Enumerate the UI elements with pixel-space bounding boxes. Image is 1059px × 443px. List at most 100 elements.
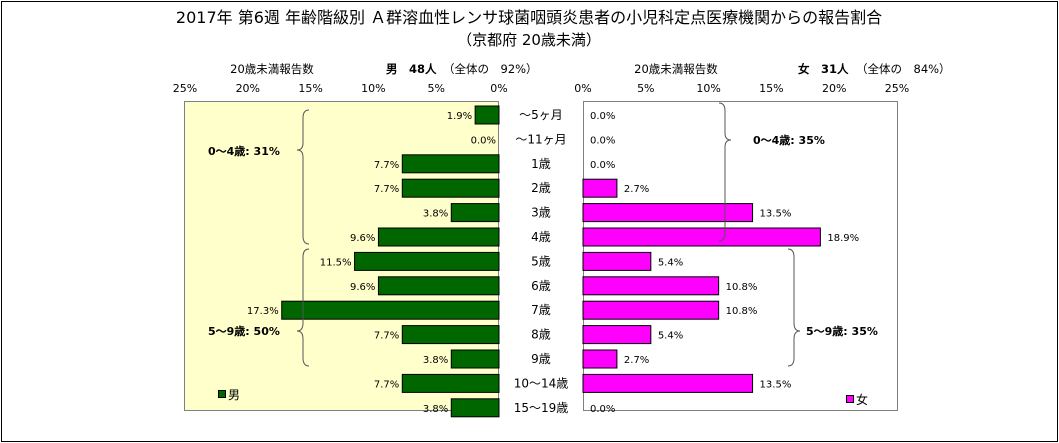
male-value-label: 3.8% bbox=[423, 209, 448, 220]
male-bar bbox=[401, 178, 500, 198]
female-tick-label: 0% bbox=[574, 82, 591, 95]
male-data-labels: 1.9% 0.0% 7.7% 7.7% 3.8% 9.6% 11.5% 9.6% 17.3% 7.… bbox=[247, 111, 496, 415]
male-header-label: 20歳未満報告数 bbox=[230, 62, 314, 76]
male-value-label: 9.6% bbox=[350, 282, 375, 293]
female-bar bbox=[582, 178, 618, 198]
male-bar bbox=[377, 227, 500, 247]
female-value-label: 0.0% bbox=[590, 135, 615, 146]
male-bar bbox=[450, 203, 500, 223]
male-tick-label: 10% bbox=[361, 82, 385, 95]
male-bar bbox=[354, 251, 500, 271]
female-bar bbox=[582, 251, 652, 271]
female-bar bbox=[582, 276, 720, 296]
male-bar bbox=[450, 398, 500, 418]
male-bar bbox=[450, 349, 500, 369]
category-label: 10～14歳 bbox=[514, 376, 569, 390]
category-label: 7歳 bbox=[531, 303, 551, 317]
male-brace-5-9 bbox=[296, 248, 310, 367]
male-legend-swatch bbox=[218, 390, 226, 398]
female-bar bbox=[582, 325, 652, 345]
male-value-label: 7.7% bbox=[374, 184, 399, 195]
female-tick-label: 10% bbox=[696, 82, 720, 95]
male-value-label: 7.7% bbox=[374, 160, 399, 171]
female-bar bbox=[582, 203, 754, 223]
female-value-label: 2.7% bbox=[624, 355, 649, 366]
female-tick-label: 25% bbox=[885, 82, 909, 95]
male-group-0-4: 0～4歳: 31% bbox=[208, 144, 280, 158]
category-label: 4歳 bbox=[531, 230, 551, 244]
category-label: 5歳 bbox=[531, 254, 551, 268]
female-value-label: 10.8% bbox=[726, 282, 758, 293]
female-value-label: 10.8% bbox=[726, 306, 758, 317]
female-brace-5-9 bbox=[787, 248, 801, 367]
female-group-5-9: 5～9歳: 35% bbox=[806, 324, 878, 338]
category-label: ～5ヶ月 bbox=[519, 108, 563, 122]
female-value-label: 0.0% bbox=[590, 404, 615, 415]
male-value-label: 9.6% bbox=[350, 233, 375, 244]
male-tick-label: 20% bbox=[236, 82, 260, 95]
female-value-label: 2.7% bbox=[624, 184, 649, 195]
male-bar bbox=[401, 325, 500, 345]
male-value-label: 3.8% bbox=[423, 404, 448, 415]
female-header-count: 女 31人 bbox=[798, 62, 849, 76]
female-brace-0-4 bbox=[718, 102, 732, 242]
category-label: 9歳 bbox=[531, 352, 551, 366]
female-tick-label: 5% bbox=[637, 82, 654, 95]
female-tick-label: 20% bbox=[822, 82, 846, 95]
male-tick-label: 25% bbox=[173, 82, 197, 95]
female-value-label: 5.4% bbox=[658, 257, 683, 268]
female-bars bbox=[582, 178, 821, 393]
male-bar bbox=[401, 373, 500, 393]
male-tick-label: 0% bbox=[490, 82, 507, 95]
female-legend-label: 女 bbox=[856, 392, 868, 407]
female-value-label: 13.5% bbox=[760, 379, 792, 390]
male-tick-label: 15% bbox=[298, 82, 322, 95]
male-bar bbox=[377, 276, 500, 296]
female-bar bbox=[582, 300, 720, 320]
male-value-label: 3.8% bbox=[423, 355, 448, 366]
male-value-label: 0.0% bbox=[471, 135, 496, 146]
female-data-labels: 0.0% 0.0% 0.0% 2.7% 13.5% 18.9% 5.4% 10.8% 10.8%… bbox=[590, 111, 859, 415]
female-header-share: （全体の 84%） bbox=[856, 62, 951, 76]
female-header-label: 20歳未満報告数 bbox=[634, 62, 718, 76]
male-value-label: 17.3% bbox=[247, 306, 279, 317]
male-value-label: 7.7% bbox=[374, 379, 399, 390]
male-bar bbox=[474, 105, 500, 125]
male-bar bbox=[401, 154, 500, 174]
category-label: 3歳 bbox=[531, 206, 551, 220]
male-value-label: 7.7% bbox=[374, 331, 399, 342]
category-label: 15～19歳 bbox=[514, 401, 569, 415]
female-group-0-4: 0～4歳: 35% bbox=[753, 133, 825, 147]
chart-title: 2017年 第6週 年齢階級別 Ａ群溶血性レンサ球菌咽頭炎患者の小児科定点医療機… bbox=[176, 8, 882, 27]
male-axis-ticks: 25% 20% 15% 10% 5% 0% bbox=[173, 82, 508, 95]
male-brace-0-4 bbox=[296, 109, 310, 245]
male-value-label: 11.5% bbox=[320, 257, 352, 268]
female-value-label: 0.0% bbox=[590, 111, 615, 122]
male-bar bbox=[281, 300, 500, 320]
male-group-5-9: 5～9歳: 50% bbox=[208, 324, 280, 338]
female-tick-label: 15% bbox=[759, 82, 783, 95]
male-legend-label: 男 bbox=[228, 388, 240, 402]
female-legend-swatch bbox=[846, 395, 854, 403]
female-bar bbox=[582, 349, 618, 369]
chart-subtitle: （京都府 20歳未満） bbox=[457, 31, 601, 49]
female-axis-ticks: 0% 5% 10% 15% 20% 25% bbox=[574, 82, 909, 95]
male-tick-label: 5% bbox=[427, 82, 444, 95]
female-value-label: 13.5% bbox=[760, 209, 792, 220]
male-value-label: 1.9% bbox=[447, 111, 472, 122]
female-value-label: 5.4% bbox=[658, 331, 683, 342]
category-label: ～11ヶ月 bbox=[515, 132, 566, 146]
category-label: 6歳 bbox=[531, 279, 551, 293]
female-value-label: 0.0% bbox=[590, 160, 615, 171]
category-labels: ～5ヶ月 ～11ヶ月 1歳 2歳 3歳 4歳 5歳 6歳 7歳 8歳 9歳 10～14歳 15～19歳 bbox=[514, 108, 569, 415]
female-value-label: 18.9% bbox=[827, 233, 859, 244]
category-label: 1歳 bbox=[531, 157, 551, 171]
female-bar bbox=[582, 227, 821, 247]
male-bars bbox=[281, 105, 500, 418]
male-header-share: （全体の 92%） bbox=[443, 62, 538, 76]
female-bar bbox=[582, 373, 754, 393]
category-label: 2歳 bbox=[531, 181, 551, 195]
male-header-count: 男 48人 bbox=[386, 62, 437, 76]
category-label: 8歳 bbox=[531, 328, 551, 342]
